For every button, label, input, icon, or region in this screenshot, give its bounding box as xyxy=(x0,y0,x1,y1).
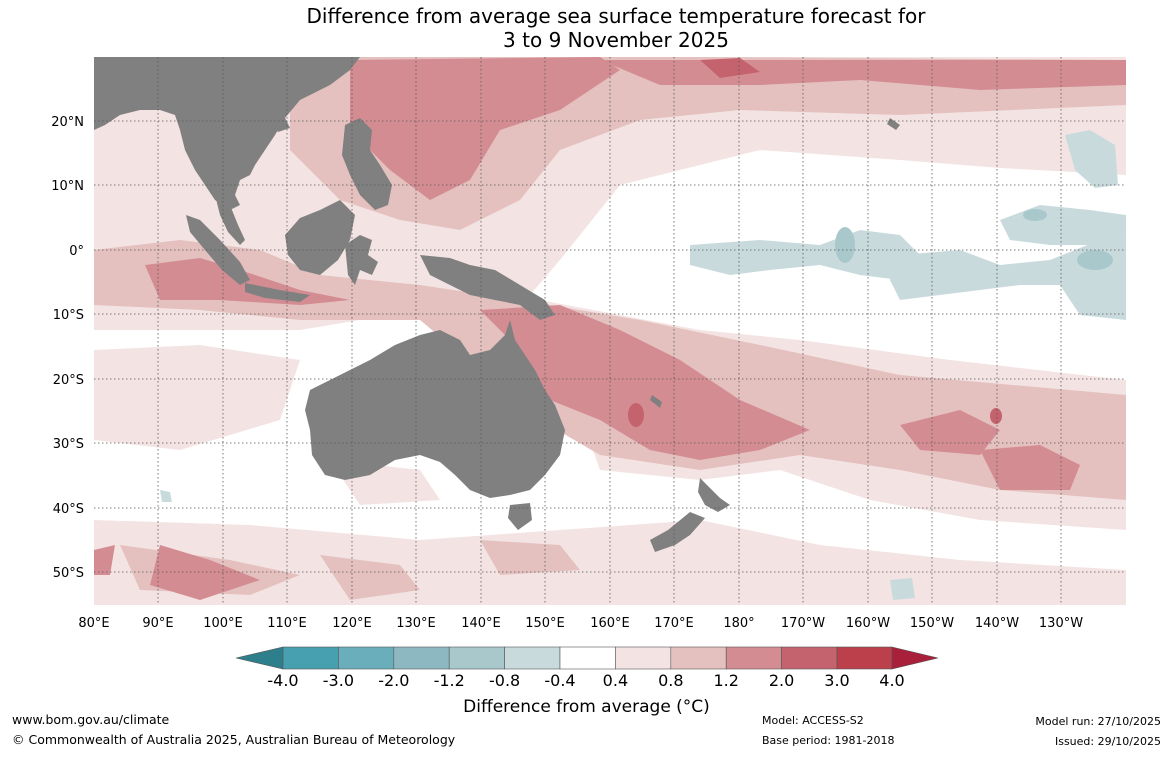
anomaly-negative-mid xyxy=(835,209,1113,270)
colorbar-tick: -3.0 xyxy=(323,671,354,690)
anomaly-strong-positive xyxy=(628,58,1002,427)
lat-label: 20°S xyxy=(53,373,84,388)
longitude-labels: 80°E 90°E 100°E 110°E 120°E 130°E 140°E … xyxy=(78,616,1083,631)
lon-label: 140°E xyxy=(461,616,501,631)
colorbar-tick: -1.2 xyxy=(434,671,465,690)
colorbar-tick: 4.0 xyxy=(879,671,904,690)
asia-mainland xyxy=(94,57,360,210)
lon-label: 150°W xyxy=(910,616,954,631)
lat-label: 50°S xyxy=(53,566,84,581)
lat-label: 10°N xyxy=(51,179,84,194)
colorbar-swatch xyxy=(725,646,782,670)
hainan xyxy=(270,118,290,132)
lon-label: 150°E xyxy=(525,616,565,631)
lat-label: 10°S xyxy=(53,308,84,323)
lon-label: 130°W xyxy=(1039,616,1083,631)
lon-label: 160°E xyxy=(590,616,630,631)
lon-label: 160°W xyxy=(846,616,890,631)
colorbar-swatch xyxy=(393,646,450,670)
lon-label: 80°E xyxy=(78,616,109,631)
colorbar-swatch xyxy=(781,646,838,670)
lon-label: 140°W xyxy=(975,616,1019,631)
map-plot-area xyxy=(94,57,1126,605)
colorbar-max-extend xyxy=(891,646,939,670)
colorbar-tick: -0.8 xyxy=(489,671,520,690)
colorbar-tick: -0.4 xyxy=(544,671,575,690)
lat-label: 0° xyxy=(69,244,84,259)
title-line-2: 3 to 9 November 2025 xyxy=(503,28,729,52)
taiwan xyxy=(352,128,360,145)
sulawesi xyxy=(345,235,378,285)
borneo xyxy=(285,200,355,275)
colorbar-swatch xyxy=(448,646,505,670)
land-masses xyxy=(94,57,900,552)
colorbar-tick: 3.0 xyxy=(824,671,849,690)
australia xyxy=(305,320,565,498)
lon-label: 90°E xyxy=(142,616,173,631)
new-guinea xyxy=(420,255,555,320)
lon-label: 120°E xyxy=(332,616,372,631)
colorbar-swatch xyxy=(670,646,727,670)
title-line-1: Difference from average sea surface temp… xyxy=(306,4,926,28)
colorbar-min-extend xyxy=(235,646,284,670)
colorbar-swatch xyxy=(836,646,893,670)
lat-label: 30°S xyxy=(53,437,84,452)
colorbar-tick: -4.0 xyxy=(267,671,298,690)
graticule xyxy=(94,57,1126,605)
colorbar-tick: 1.2 xyxy=(713,671,738,690)
new-zealand-south xyxy=(650,512,705,552)
lon-label: 170°W xyxy=(781,616,825,631)
copyright-notice: © Commonwealth of Australia 2025, Austra… xyxy=(12,732,456,747)
colorbar-ticks: -4.0 -3.0 -2.0 -1.2 -0.8 -0.4 0.4 0.8 1.… xyxy=(267,671,904,690)
colorbar xyxy=(235,646,939,670)
model-run-date: Model run: 27/10/2025 xyxy=(1035,715,1161,728)
base-period: Base period: 1981-2018 xyxy=(762,734,895,747)
colorbar-swatch xyxy=(282,646,339,670)
colorbar-swatch xyxy=(338,646,395,670)
lat-label: 40°S xyxy=(53,502,84,517)
new-caledonia xyxy=(650,395,662,408)
tasmania xyxy=(508,503,532,530)
colorbar-tick: -2.0 xyxy=(378,671,409,690)
latitude-labels: 20°N 10°N 0° 10°S 20°S 30°S 40°S 50°S xyxy=(51,115,84,581)
colorbar-swatch xyxy=(559,646,616,670)
colorbar-title: Difference from average (°C) xyxy=(463,697,710,717)
new-zealand-north xyxy=(698,478,730,512)
model-info: Model: ACCESS-S2 xyxy=(762,714,864,727)
bom-url[interactable]: www.bom.gov.au/climate xyxy=(12,712,170,727)
colorbar-swatch xyxy=(504,646,561,670)
issued-date: Issued: 29/10/2025 xyxy=(1054,735,1161,748)
map-title: Difference from average sea surface temp… xyxy=(0,4,1173,52)
lat-label: 20°N xyxy=(51,115,84,130)
colorbar-tick: 0.4 xyxy=(603,671,628,690)
lon-label: 110°E xyxy=(267,616,307,631)
colorbar-tick: 0.8 xyxy=(658,671,683,690)
lon-label: 130°E xyxy=(396,616,436,631)
colorbar-swatch xyxy=(615,646,672,670)
lon-label: 180° xyxy=(723,616,754,631)
malay-peninsula xyxy=(215,195,245,245)
lon-label: 100°E xyxy=(203,616,243,631)
java xyxy=(245,283,310,302)
colorbar-tick: 2.0 xyxy=(769,671,794,690)
lon-label: 170°E xyxy=(654,616,694,631)
